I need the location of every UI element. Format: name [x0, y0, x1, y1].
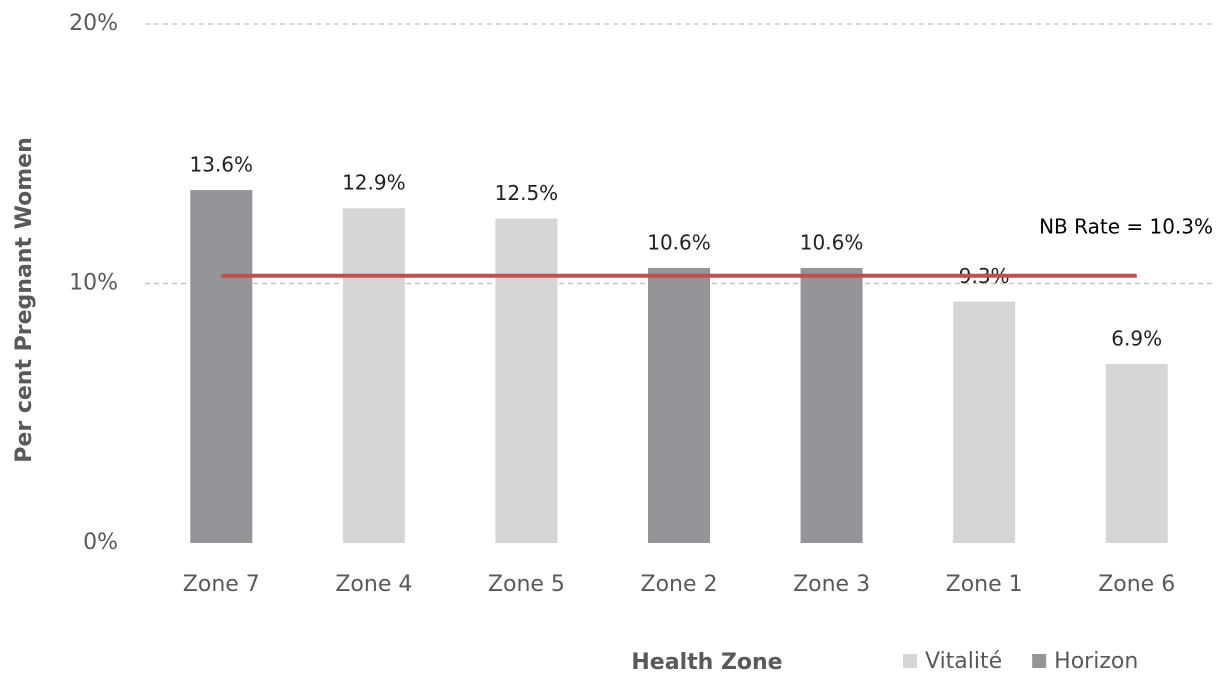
- reference-label: NB Rate = 10.3%: [1039, 215, 1213, 239]
- y-axis-label: Per cent Pregnant Women: [12, 137, 37, 462]
- x-tick-label: Zone 7: [183, 572, 260, 597]
- x-axis-label: Health Zone: [631, 650, 782, 675]
- y-tick-label: 0%: [83, 530, 118, 555]
- value-label: 6.9%: [1111, 326, 1162, 350]
- bar: [800, 267, 863, 543]
- bar: [190, 190, 253, 543]
- value-label: 12.5%: [495, 181, 559, 205]
- x-tick-label: Zone 6: [1098, 572, 1175, 597]
- legend-swatch: [903, 654, 917, 668]
- value-label: 12.9%: [342, 171, 406, 195]
- y-tick-label: 10%: [69, 271, 118, 296]
- bar: [1105, 363, 1168, 543]
- bar: [495, 218, 558, 543]
- x-tick-label: Zone 3: [793, 572, 870, 597]
- bar: [953, 301, 1016, 543]
- bar: [342, 208, 405, 543]
- x-tick-label: Zone 4: [335, 572, 412, 597]
- x-tick-label: Zone 1: [946, 572, 1023, 597]
- x-tick-label: Zone 5: [488, 572, 565, 597]
- y-tick-label: 20%: [69, 11, 118, 36]
- legend-label: Horizon: [1054, 649, 1138, 674]
- legend-swatch: [1032, 654, 1047, 668]
- bar: [648, 267, 710, 543]
- legend-label: Vitalité: [925, 649, 1002, 674]
- value-label: 10.6%: [800, 230, 864, 254]
- x-tick-label: Zone 2: [641, 572, 718, 597]
- value-label: 13.6%: [190, 153, 254, 177]
- value-label: 10.6%: [647, 230, 711, 254]
